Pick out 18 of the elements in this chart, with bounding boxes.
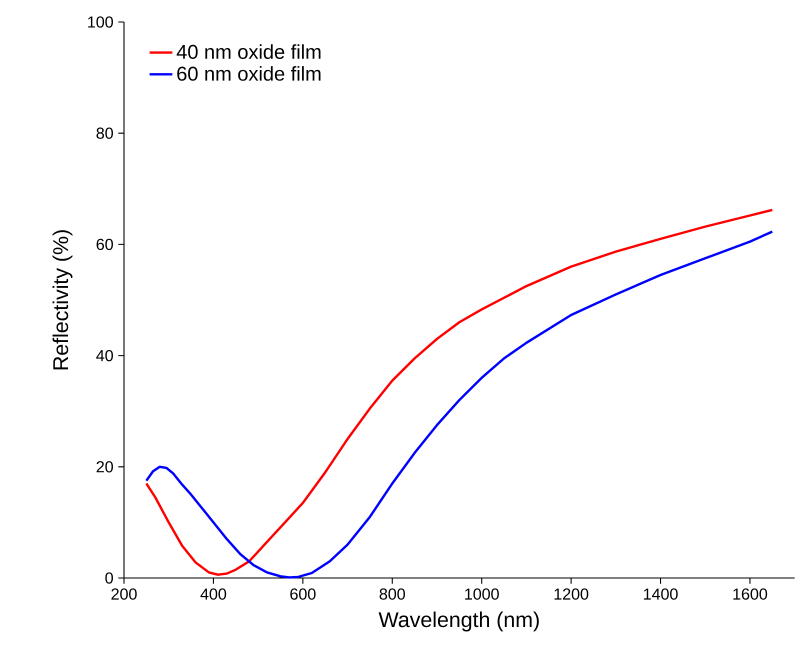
y-tick-label: 80 <box>96 128 113 139</box>
x-tick-label: 1600 <box>733 588 768 600</box>
x-tick-label: 1000 <box>465 588 499 600</box>
y-tick-label: 100 <box>88 16 113 28</box>
x-tick-label: 400 <box>200 588 226 600</box>
x-tick-label: 600 <box>290 588 316 600</box>
x-axis-title: Wavelength (nm) <box>378 612 539 632</box>
x-tick-label: 200 <box>111 588 137 600</box>
y-tick-label: 20 <box>96 461 113 472</box>
y-tick-label: 60 <box>96 238 113 250</box>
legend-label: 40 nm oxide film <box>176 44 320 59</box>
x-tick-label: 1400 <box>644 588 678 600</box>
y-tick-label: 40 <box>96 350 113 362</box>
x-tick-label: 800 <box>380 588 405 600</box>
y-tick-label: 0 <box>105 572 113 584</box>
legend-label: 60 nm oxide film <box>177 66 320 81</box>
x-tick-label: 1200 <box>554 588 588 600</box>
y-axis-title: Reflectivity (%) <box>52 230 72 370</box>
